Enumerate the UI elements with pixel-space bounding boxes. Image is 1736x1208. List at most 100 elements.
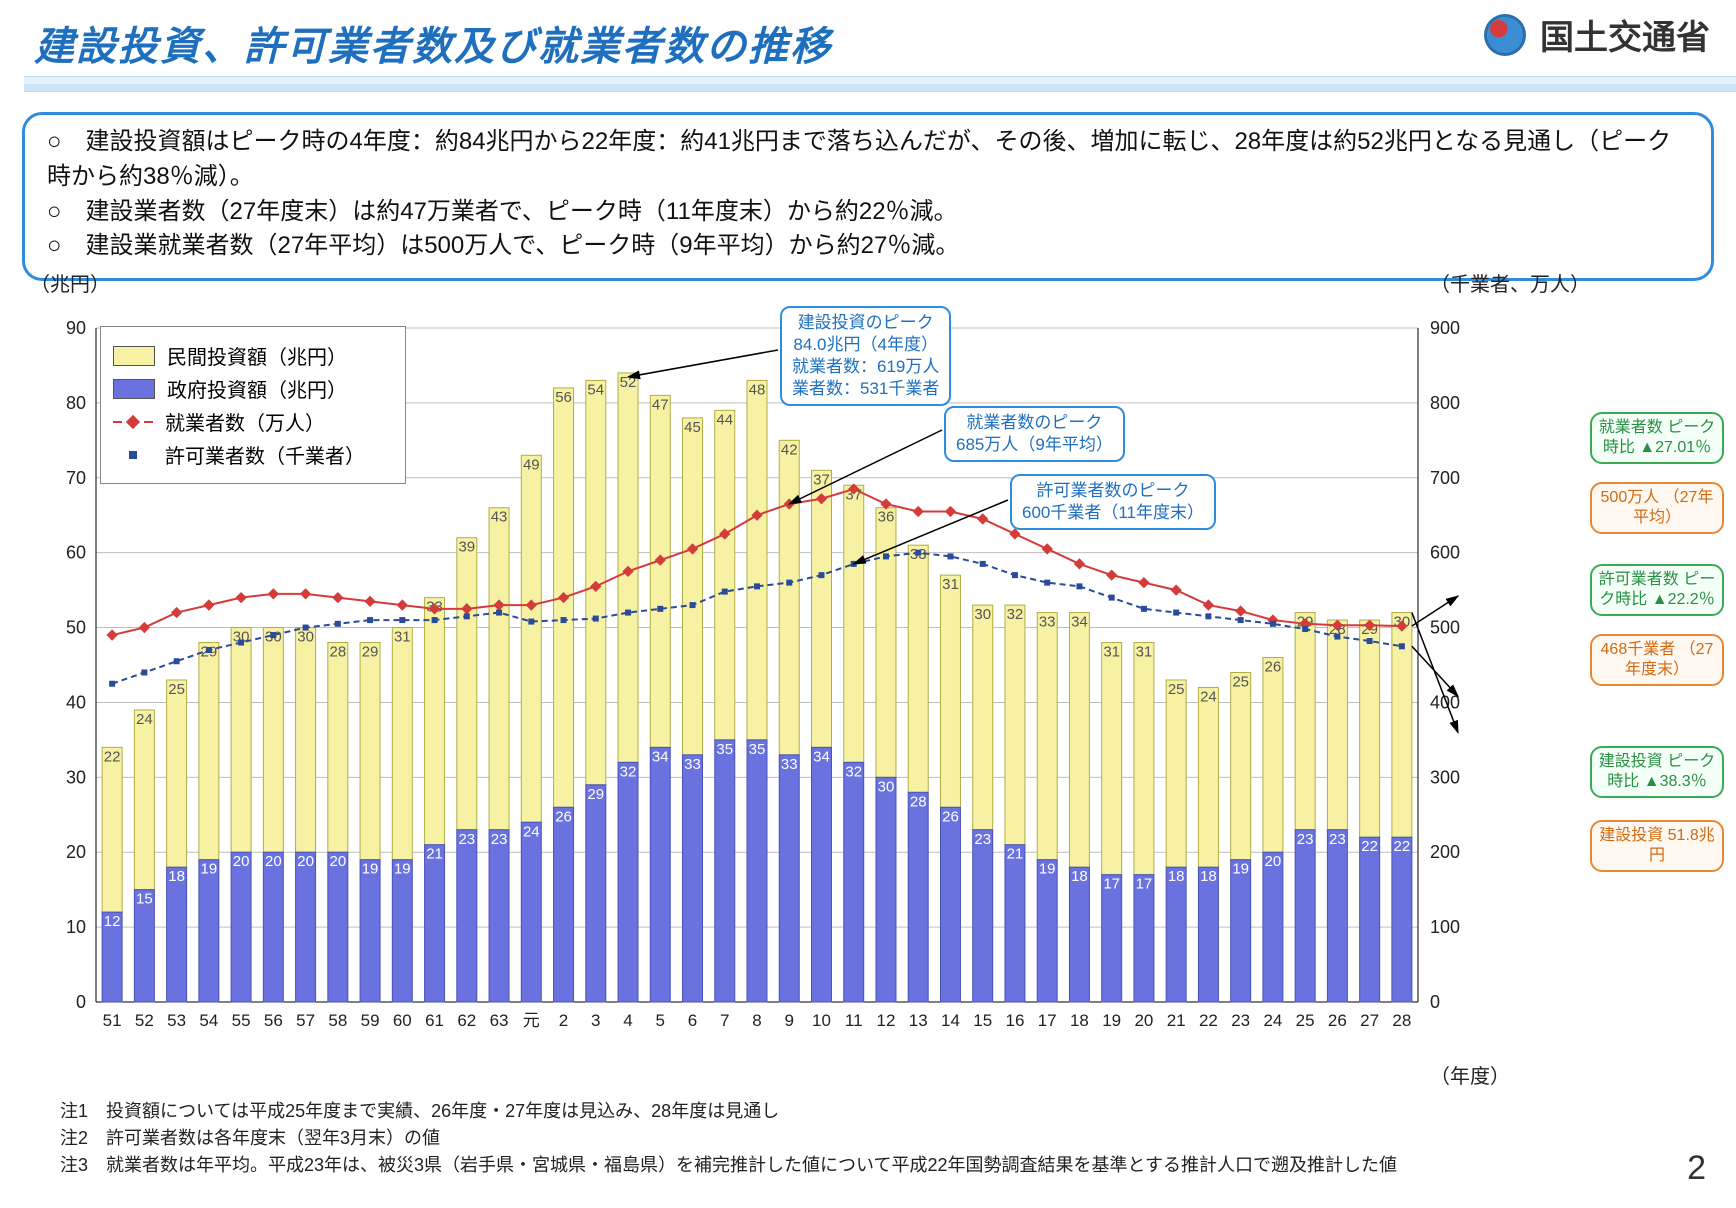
svg-text:26: 26 [1328,1011,1347,1030]
svg-text:20: 20 [265,853,282,870]
svg-text:36: 36 [878,509,895,526]
svg-text:16: 16 [1005,1011,1024,1030]
svg-text:24: 24 [136,711,153,728]
ministry-logo: 国土交通省 [1484,10,1710,59]
svg-text:8: 8 [752,1011,761,1030]
svg-text:21: 21 [1007,846,1024,863]
chip-licensed-ratio: 許可業者数 ピーク時比 ▲22.2％ [1590,564,1724,616]
chip-invest-ratio: 建設投資 ピーク時比 ▲38.3％ [1590,746,1724,798]
svg-text:31: 31 [942,576,959,593]
svg-text:23: 23 [1231,1011,1250,1030]
svg-text:60: 60 [393,1011,412,1030]
svg-text:2: 2 [559,1011,568,1030]
svg-text:22: 22 [104,748,121,765]
svg-text:20: 20 [329,853,346,870]
footnote-2: 注2 許可業者数は各年度末（翌年3月末）の値 [60,1125,1676,1152]
chip-invest-value: 建設投資 51.8兆円 [1590,820,1724,872]
svg-text:17: 17 [1103,876,1120,893]
svg-text:12: 12 [877,1011,896,1030]
svg-text:21: 21 [426,846,443,863]
svg-text:60: 60 [66,543,86,563]
svg-text:50: 50 [66,618,86,638]
svg-text:33: 33 [781,756,798,773]
callout-licensed-peak: 許可業者数のピーク 600千業者（11年度末） [1010,474,1216,530]
svg-text:28: 28 [910,793,927,810]
svg-text:29: 29 [362,644,379,661]
svg-text:20: 20 [1134,1011,1153,1030]
svg-text:25: 25 [1168,681,1185,698]
svg-text:700: 700 [1430,468,1460,488]
svg-text:20: 20 [66,842,86,862]
svg-text:47: 47 [652,396,669,413]
svg-text:58: 58 [328,1011,347,1030]
chart-legend: 民間投資額（兆円） 政府投資額（兆円） 就業者数（万人） 許可業者数（千業者） [100,326,406,484]
svg-text:23: 23 [974,831,991,848]
svg-text:55: 55 [232,1011,251,1030]
svg-text:48: 48 [749,381,766,398]
svg-text:56: 56 [264,1011,283,1030]
svg-text:500: 500 [1430,618,1460,638]
svg-text:32: 32 [620,763,637,780]
svg-text:400: 400 [1430,692,1460,712]
svg-text:35: 35 [749,741,766,758]
title-divider [24,76,1736,92]
svg-text:35: 35 [716,741,733,758]
svg-text:32: 32 [845,763,862,780]
svg-text:57: 57 [296,1011,315,1030]
svg-text:28: 28 [1392,1011,1411,1030]
svg-text:33: 33 [1039,614,1056,631]
svg-text:21: 21 [1167,1011,1186,1030]
svg-text:34: 34 [1071,614,1088,631]
svg-text:31: 31 [1136,644,1153,661]
svg-text:26: 26 [942,808,959,825]
svg-text:200: 200 [1430,842,1460,862]
svg-text:63: 63 [490,1011,509,1030]
svg-text:30: 30 [878,778,895,795]
chip-workers-value: 500万人 （27年平均） [1590,482,1724,534]
chip-workers-ratio: 就業者数 ピーク時比 ▲27.01％ [1590,412,1724,464]
svg-text:0: 0 [1430,992,1440,1012]
svg-text:3: 3 [591,1011,600,1030]
svg-text:25: 25 [168,681,185,698]
legend-gov: 政府投資額（兆円） [167,374,347,403]
svg-text:90: 90 [66,318,86,338]
svg-text:33: 33 [684,756,701,773]
svg-text:20: 20 [297,853,314,870]
svg-text:20: 20 [233,853,250,870]
svg-text:23: 23 [491,831,508,848]
svg-text:43: 43 [491,509,508,526]
svg-text:26: 26 [1265,659,1282,676]
legend-licensed: 許可業者数（千業者） [165,440,365,469]
svg-text:13: 13 [909,1011,928,1030]
ministry-logo-icon [1484,14,1526,56]
svg-text:19: 19 [362,861,379,878]
svg-text:25: 25 [1232,673,1249,690]
svg-text:600: 600 [1430,543,1460,563]
svg-text:39: 39 [458,539,475,556]
summary-line-3: 建設業就業者数（27年平均）は500万人で、ピーク時（9年平均）から約27％減。 [47,229,1689,264]
svg-text:20: 20 [1265,853,1282,870]
svg-text:54: 54 [587,381,604,398]
svg-text:32: 32 [1007,606,1024,623]
svg-text:29: 29 [587,786,604,803]
footnotes: 注1 投資額については平成25年度まで実績、26年度・27年度は見込み、28年度… [60,1098,1676,1179]
svg-text:31: 31 [1103,644,1120,661]
svg-text:80: 80 [66,393,86,413]
svg-text:53: 53 [167,1011,186,1030]
svg-text:42: 42 [781,441,798,458]
svg-text:18: 18 [1070,1011,1089,1030]
svg-text:56: 56 [555,389,572,406]
svg-text:23: 23 [1329,831,1346,848]
svg-text:22: 22 [1394,838,1411,855]
footnote-3: 注3 就業者数は年平均。平成23年は、被災3県（岩手県・宮城県・福島県）を補完推… [60,1152,1676,1179]
callout-workers-peak: 就業者数のピーク 685万人（9年平均） [944,406,1125,462]
svg-text:25: 25 [1296,1011,1315,1030]
svg-text:18: 18 [1200,868,1217,885]
svg-text:24: 24 [1263,1011,1282,1030]
svg-text:62: 62 [457,1011,476,1030]
svg-text:24: 24 [1200,688,1217,705]
svg-text:59: 59 [361,1011,380,1030]
svg-text:26: 26 [555,808,572,825]
svg-text:17: 17 [1136,876,1153,893]
svg-text:100: 100 [1430,917,1460,937]
